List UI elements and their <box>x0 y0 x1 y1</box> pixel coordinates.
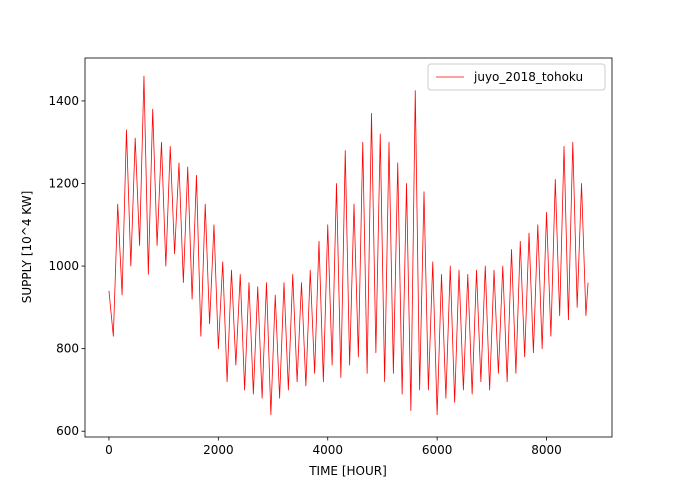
x-axis-label: TIME [HOUR] <box>308 464 387 478</box>
y-tick-label: 1000 <box>48 259 79 273</box>
y-tick-label: 600 <box>56 424 79 438</box>
legend-box <box>427 63 606 91</box>
x-tick-label: 6000 <box>422 443 453 457</box>
plot-frame <box>84 57 613 438</box>
y-axis-label: SUPPLY [10^4 KW] <box>20 191 34 304</box>
x-tick-label: 2000 <box>203 443 234 457</box>
y-tick-label: 800 <box>56 342 79 356</box>
y-tick-label: 1400 <box>48 94 79 108</box>
x-tick-label: 0 <box>105 443 113 457</box>
y-tick-label: 1200 <box>48 177 79 191</box>
x-tick-label: 8000 <box>531 443 562 457</box>
legend-label: juyo_2018_tohoku <box>473 70 583 84</box>
x-tick-label: 4000 <box>312 443 343 457</box>
data-line <box>108 75 589 416</box>
